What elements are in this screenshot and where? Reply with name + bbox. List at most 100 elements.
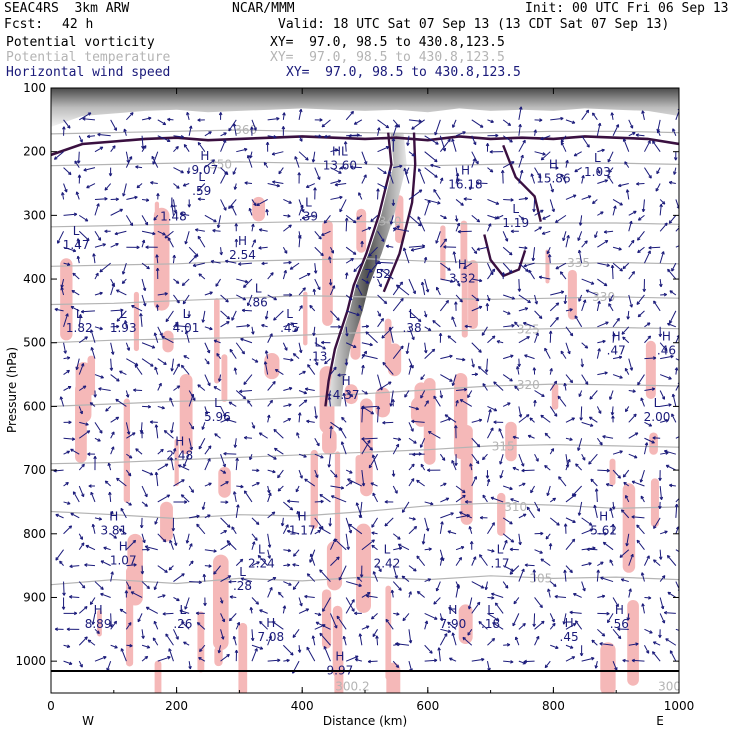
wind-arrow-head [315, 621, 320, 625]
extremum-kind: H [200, 149, 209, 163]
wind-arrow [345, 294, 353, 301]
wind-arrow [78, 385, 87, 391]
wind-arrow-head [273, 296, 278, 301]
wind-arrow [275, 369, 284, 376]
wind-arrow [390, 215, 394, 225]
wind-arrow-head [538, 275, 543, 280]
extremum-value: 1.48 [160, 210, 187, 224]
wind-arrow-head [532, 208, 536, 213]
wind-arrow-head [584, 345, 589, 349]
wind-arrow [277, 469, 284, 479]
wind-arrow-head [115, 416, 120, 421]
wind-arrow-head [62, 126, 66, 130]
wind-arrow-head [423, 256, 428, 261]
wind-arrow-head [520, 463, 525, 467]
wind-arrow-head [641, 208, 646, 213]
wind-arrow-head [226, 321, 230, 325]
wind-arrow-head [491, 549, 495, 553]
wind-arrow-head [504, 238, 509, 242]
wind-arrow-head [149, 472, 154, 476]
wind-arrow-head [115, 243, 119, 247]
wind-arrow [424, 644, 433, 654]
wind-arrow [640, 495, 645, 503]
wind-arrow-head [499, 461, 503, 465]
wind-arrow-head [80, 309, 85, 314]
wind-arrow [668, 215, 677, 224]
extremum-value: 13.60 [323, 159, 357, 173]
wind-arrow-head [66, 262, 71, 266]
wind-arrow-head [72, 248, 77, 253]
wind-arrow-head [209, 326, 213, 331]
wind-arrow-head [328, 282, 333, 286]
wind-arrow [236, 325, 250, 328]
wind-arrow [330, 556, 340, 566]
wind-arrow [597, 278, 608, 287]
extremum-value: 4.01 [173, 321, 200, 335]
wind-arrow [487, 167, 494, 173]
wind-arrow-head [110, 510, 114, 515]
wind-arrow-head [443, 245, 447, 249]
wind-arrow-head [339, 427, 343, 431]
wind-arrow [577, 438, 583, 451]
wind-arrow-head [102, 243, 106, 247]
wind-arrow [318, 526, 331, 535]
wind-arrow [416, 479, 425, 487]
wind-arrow [644, 167, 652, 179]
wind-arrow-head [90, 347, 94, 351]
wind-arrow [636, 539, 645, 551]
wind-arrow [298, 287, 306, 296]
wind-arrow-head [216, 224, 221, 229]
wind-arrow [125, 112, 134, 121]
wind-arrow [319, 494, 331, 503]
wind-arrow-head [154, 366, 158, 371]
wind-arrow-head [371, 616, 375, 620]
wind-arrow [516, 366, 520, 375]
wind-arrow [330, 167, 342, 174]
wind-arrow-head [309, 559, 313, 563]
wind-arrow [217, 215, 222, 228]
wind-arrow [528, 269, 535, 280]
wind-arrow-head [637, 381, 641, 386]
wind-arrow-head [223, 451, 227, 456]
wind-arrow [345, 655, 359, 662]
wind-arrow [487, 335, 496, 344]
wind-arrow [122, 183, 127, 197]
wind-arrow [289, 262, 300, 270]
wind-arrow [110, 358, 113, 371]
wind-speed-shade [645, 340, 656, 399]
extremum-value: .13 [308, 350, 327, 364]
wind-arrow-head [671, 268, 675, 272]
wind-arrow-head [416, 590, 421, 595]
wind-arrow [390, 390, 394, 407]
wind-arrow [544, 465, 551, 471]
wind-arrow-head [510, 660, 514, 664]
wind-arrow [330, 310, 340, 321]
wind-arrow-head [667, 591, 671, 596]
wind-arrow-head [447, 530, 451, 534]
extremum-kind: L [258, 543, 265, 557]
wind-arrow [195, 229, 205, 232]
wind-arrow-head [620, 509, 625, 513]
wind-arrow-head [162, 612, 166, 616]
wind-arrow-head [667, 268, 671, 273]
wind-arrow [157, 293, 168, 296]
wind-arrow [78, 151, 80, 164]
wind-arrow [74, 160, 80, 168]
wind-speed-shade [221, 354, 228, 402]
wind-arrow-head [338, 170, 342, 174]
wind-arrow [424, 135, 439, 145]
wind-arrow [173, 294, 180, 304]
wind-arrow-head [226, 316, 231, 320]
wind-speed-shade [410, 397, 427, 425]
wind-arrow [549, 317, 559, 328]
wind-arrow [386, 245, 394, 248]
wind-arrow [353, 262, 363, 272]
wind-arrow-head [225, 299, 229, 303]
wind-arrow-head [338, 577, 343, 581]
wind-arrow [81, 310, 95, 313]
wind-arrow-head [234, 238, 239, 242]
wind-arrow-head [144, 221, 149, 226]
wind-arrow-head [134, 364, 139, 368]
wind-arrow [401, 501, 410, 513]
wind-arrow [213, 565, 221, 575]
